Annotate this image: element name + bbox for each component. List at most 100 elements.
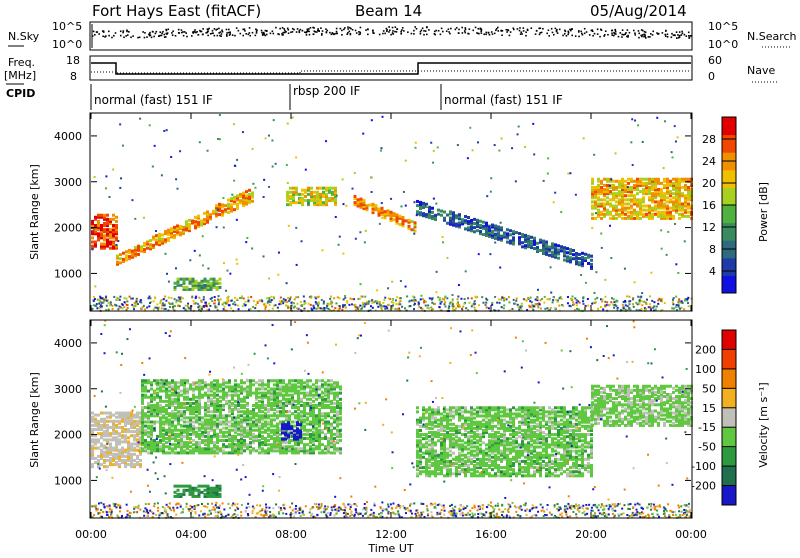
heatmap-cell bbox=[161, 174, 163, 176]
heatmap-cell bbox=[490, 177, 492, 179]
heatmap-cell bbox=[615, 200, 618, 203]
heatmap-cell bbox=[276, 423, 279, 426]
nsky-point bbox=[592, 30, 594, 32]
nsky-point bbox=[480, 30, 482, 32]
heatmap-cell bbox=[587, 262, 590, 265]
heatmap-cell bbox=[452, 303, 454, 305]
heatmap-cell bbox=[272, 166, 274, 168]
heatmap-cell bbox=[445, 306, 447, 308]
nsky-point bbox=[652, 34, 654, 36]
heatmap-cell bbox=[651, 300, 653, 302]
heatmap-cell bbox=[234, 404, 237, 407]
heatmap-cell bbox=[94, 457, 97, 460]
heatmap-cell bbox=[521, 241, 524, 244]
heatmap-cell bbox=[600, 211, 603, 214]
heatmap-cell bbox=[614, 301, 616, 303]
nsky-point bbox=[316, 31, 318, 33]
nsky-point bbox=[645, 37, 647, 39]
heatmap-cell bbox=[180, 418, 183, 421]
heatmap-cell bbox=[304, 199, 307, 202]
heatmap-cell bbox=[359, 231, 361, 233]
nsky-point bbox=[256, 32, 258, 34]
heatmap-cell bbox=[100, 304, 102, 306]
heatmap-cell bbox=[285, 414, 288, 417]
heatmap-cell bbox=[91, 438, 94, 441]
heatmap-cell bbox=[318, 379, 321, 382]
nsky-point bbox=[93, 31, 95, 33]
nsky-point bbox=[578, 30, 580, 32]
nsky-point bbox=[676, 31, 678, 33]
heatmap-cell bbox=[201, 420, 204, 423]
heatmap-cell bbox=[352, 188, 354, 190]
colorbar-swatch bbox=[722, 187, 736, 205]
heatmap-cell bbox=[171, 447, 174, 450]
heatmap-cell bbox=[252, 183, 254, 185]
heatmap-cell bbox=[239, 297, 241, 299]
heatmap-cell bbox=[261, 414, 264, 417]
heatmap-cell bbox=[273, 119, 275, 121]
heatmap-cell bbox=[270, 387, 273, 390]
heatmap-cell bbox=[291, 383, 294, 386]
nsky-point bbox=[299, 32, 301, 34]
nsky-point bbox=[551, 28, 553, 30]
heatmap-cell bbox=[91, 412, 94, 415]
heatmap-cell bbox=[625, 304, 627, 306]
heatmap-cell bbox=[222, 404, 225, 407]
heatmap-cell bbox=[146, 307, 148, 309]
heatmap-cell bbox=[548, 299, 550, 301]
heatmap-cell bbox=[237, 439, 240, 442]
heatmap-cell bbox=[237, 414, 240, 417]
heatmap-cell bbox=[550, 307, 552, 309]
heatmap-cell bbox=[282, 420, 285, 423]
heatmap-cell bbox=[618, 180, 621, 183]
heatmap-cell bbox=[482, 221, 485, 224]
nsky-point bbox=[386, 29, 388, 31]
heatmap-cell bbox=[225, 435, 228, 438]
nsky-point bbox=[344, 27, 346, 29]
heatmap-cell bbox=[351, 303, 353, 305]
heatmap-cell bbox=[663, 167, 665, 169]
heatmap-cell bbox=[587, 254, 590, 257]
heatmap-cell bbox=[231, 423, 234, 426]
heatmap-cell bbox=[189, 445, 192, 448]
nsky-point bbox=[520, 33, 522, 35]
heatmap-cell bbox=[267, 439, 270, 442]
heatmap-cell bbox=[291, 379, 294, 382]
nsky-point bbox=[198, 34, 200, 36]
heatmap-cell bbox=[110, 301, 112, 303]
heatmap-cell bbox=[270, 379, 273, 382]
heatmap-cell bbox=[650, 308, 652, 310]
heatmap-cell bbox=[553, 201, 555, 203]
nsky-point bbox=[130, 37, 132, 39]
heatmap-cell bbox=[295, 201, 298, 204]
heatmap-cell bbox=[244, 304, 246, 306]
heatmap-cell bbox=[105, 175, 107, 177]
heatmap-cell bbox=[600, 217, 603, 220]
heatmap-cell bbox=[255, 387, 258, 390]
power-cbar-label: Power [dB] bbox=[757, 182, 770, 242]
nsky-point bbox=[158, 35, 160, 37]
heatmap-cell bbox=[657, 211, 660, 214]
heatmap-cell bbox=[206, 210, 209, 213]
heatmap-cell bbox=[318, 402, 321, 405]
heatmap-cell bbox=[213, 441, 216, 444]
heatmap-cell bbox=[313, 195, 316, 198]
heatmap-cell bbox=[240, 418, 243, 421]
heatmap-cell bbox=[133, 305, 135, 307]
heatmap-cell bbox=[188, 307, 190, 309]
heatmap-cell bbox=[224, 208, 227, 211]
heatmap-cell bbox=[285, 383, 288, 386]
heatmap-cell bbox=[157, 236, 159, 238]
heatmap-cell bbox=[608, 304, 610, 306]
heatmap-cell bbox=[678, 217, 681, 220]
heatmap-cell bbox=[156, 387, 159, 390]
heatmap-cell bbox=[162, 406, 165, 409]
nsky-point bbox=[458, 29, 460, 31]
heatmap-cell bbox=[177, 392, 180, 395]
heatmap-cell bbox=[243, 416, 246, 419]
nsky-point bbox=[343, 29, 345, 31]
heatmap-cell bbox=[280, 297, 282, 299]
nsky-point bbox=[238, 30, 240, 32]
heatmap-cell bbox=[642, 196, 645, 199]
heatmap-cell bbox=[264, 383, 267, 386]
